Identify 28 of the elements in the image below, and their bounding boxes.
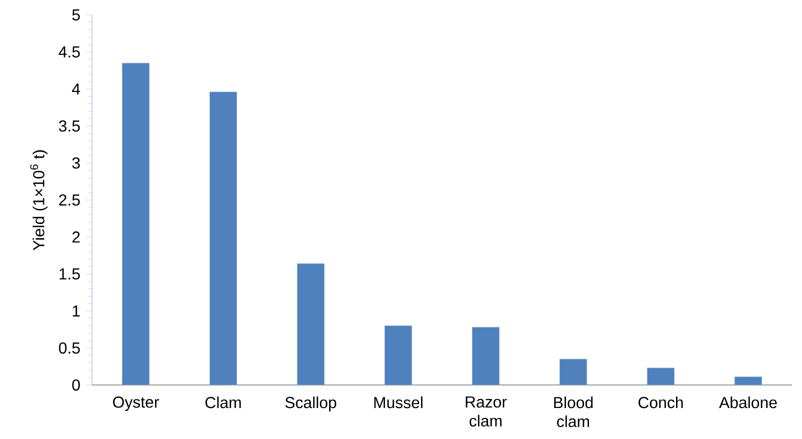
bar (472, 327, 500, 385)
x-tick-label: Mussel (374, 396, 422, 408)
y-tick-label: 4.5 (58, 46, 80, 58)
bar (384, 326, 412, 385)
bar (210, 92, 237, 385)
bar (647, 368, 674, 385)
y-tick-label: 2 (72, 231, 80, 243)
x-tick-label: Oyster (113, 396, 159, 411)
y-tick-label: 5 (72, 9, 80, 21)
y-tick-label: 3.5 (58, 120, 80, 132)
x-tick-label: Conch (638, 396, 683, 408)
y-tick-label: 1 (72, 306, 80, 316)
bar (560, 358, 587, 385)
y-tick-label: 0 (72, 379, 80, 391)
y-tick-label: 1.5 (60, 268, 80, 280)
bar (297, 263, 324, 385)
bar (122, 62, 150, 385)
x-tick-label: Clam (205, 396, 241, 408)
x-tick-label: Blood clam (554, 396, 593, 428)
y-tick-label: 4 (72, 84, 80, 94)
y-tick-label: 3 (72, 157, 80, 169)
y-tick-label: 2.5 (59, 194, 80, 206)
y-axis-title: Yield (1×10$^{6}$ t) (30, 150, 48, 250)
x-tick-label: Abalone (719, 396, 777, 408)
x-tick-label: Razor clam (466, 396, 507, 427)
bar (734, 376, 762, 385)
y-tick-label: 0.5 (58, 342, 80, 354)
x-tick-label: Scallop (285, 396, 336, 412)
